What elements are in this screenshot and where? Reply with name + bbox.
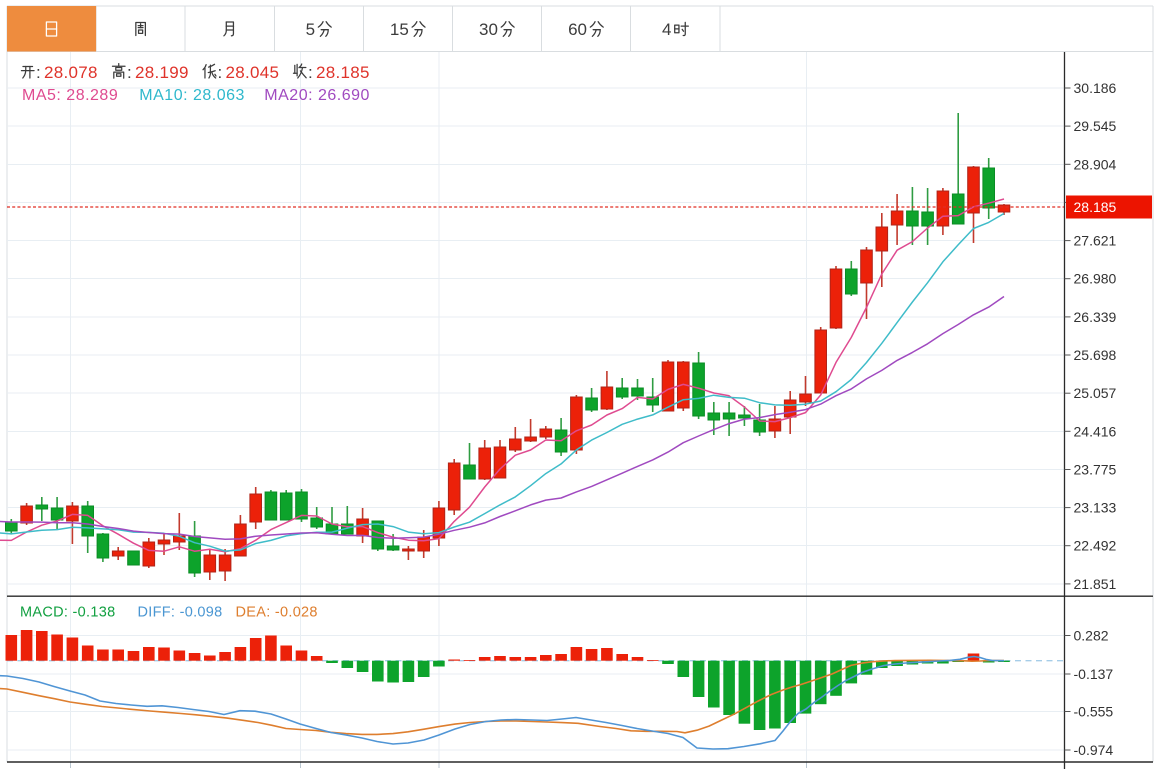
- svg-text:28.045: 28.045: [226, 63, 280, 82]
- svg-text:15: 15: [390, 20, 409, 39]
- svg-text:26.980: 26.980: [1074, 271, 1117, 287]
- svg-text:25.698: 25.698: [1074, 347, 1117, 363]
- svg-text:23.775: 23.775: [1074, 462, 1117, 478]
- svg-text:60: 60: [568, 20, 587, 39]
- svg-text::: :: [36, 63, 41, 82]
- svg-text:-0.555: -0.555: [1074, 704, 1114, 720]
- svg-text:26.339: 26.339: [1074, 309, 1117, 325]
- svg-text:30.186: 30.186: [1074, 80, 1117, 96]
- svg-text:29.545: 29.545: [1074, 118, 1117, 134]
- svg-text:5: 5: [306, 20, 315, 39]
- svg-text:0.282: 0.282: [1074, 628, 1109, 644]
- svg-text:MACD: -0.138: MACD: -0.138: [20, 605, 115, 621]
- svg-text::: :: [127, 63, 132, 82]
- svg-text:30: 30: [479, 20, 498, 39]
- svg-text:28.904: 28.904: [1074, 156, 1117, 172]
- svg-text:DEA: -0.028: DEA: -0.028: [236, 605, 318, 621]
- svg-text:23.133: 23.133: [1074, 500, 1117, 516]
- svg-text:-0.974: -0.974: [1074, 742, 1114, 758]
- svg-text:-0.137: -0.137: [1074, 666, 1114, 682]
- svg-text::: :: [308, 63, 313, 82]
- svg-text:27.621: 27.621: [1074, 233, 1117, 249]
- svg-text:28.199: 28.199: [135, 63, 189, 82]
- svg-text::: :: [218, 63, 223, 82]
- svg-text:21.851: 21.851: [1074, 576, 1117, 592]
- svg-text:25.057: 25.057: [1074, 385, 1117, 401]
- svg-text:28.185: 28.185: [316, 63, 370, 82]
- svg-text:4: 4: [662, 20, 671, 39]
- svg-text:MA5: 28.289: MA5: 28.289: [22, 87, 118, 104]
- svg-text:22.492: 22.492: [1074, 538, 1117, 554]
- svg-text:28.078: 28.078: [44, 63, 98, 82]
- svg-text:DIFF: -0.098: DIFF: -0.098: [138, 605, 223, 621]
- svg-text:MA20: 26.690: MA20: 26.690: [264, 87, 370, 104]
- svg-text:24.416: 24.416: [1074, 423, 1117, 439]
- svg-text:28.185: 28.185: [1074, 199, 1117, 215]
- svg-text:MA10: 28.063: MA10: 28.063: [139, 87, 245, 104]
